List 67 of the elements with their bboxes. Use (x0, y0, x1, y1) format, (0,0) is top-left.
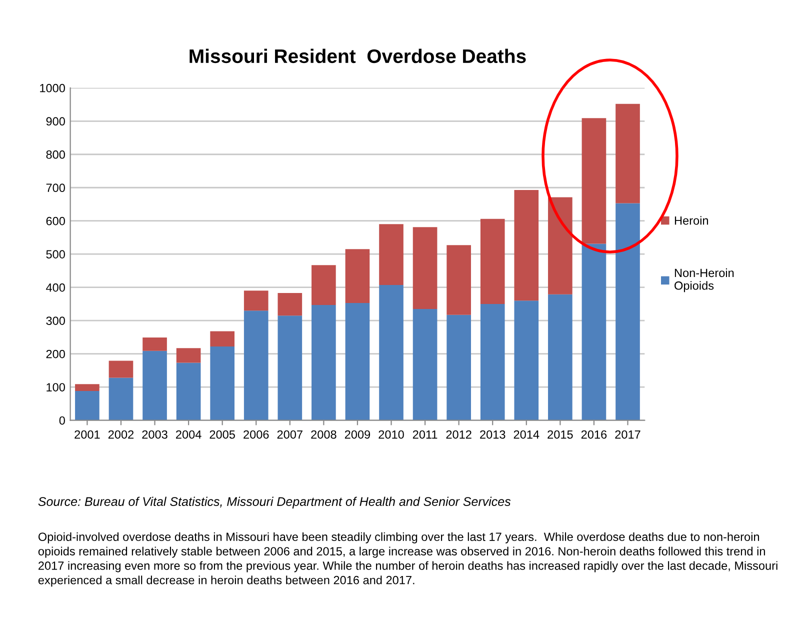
x-tick-label: 2015 (548, 430, 573, 439)
x-tick-label: 2008 (311, 430, 336, 439)
y-tick-label: 700 (46, 184, 65, 192)
bar (446, 314, 471, 420)
bar (446, 245, 471, 315)
bar (244, 310, 268, 420)
bar (480, 218, 505, 304)
x-tick-label: 2002 (108, 430, 134, 439)
bar (210, 331, 234, 347)
y-tick-label: 1000 (40, 84, 65, 92)
x-tick-label: 2001 (74, 430, 100, 439)
x-tick-label: 2006 (244, 430, 269, 439)
bar (582, 118, 606, 244)
y-tick-label: 200 (46, 350, 65, 358)
bar (108, 378, 134, 420)
x-tick-label: 2003 (142, 430, 168, 439)
bar (345, 249, 370, 303)
legend-label: Heroin (674, 216, 708, 225)
bar (312, 265, 336, 305)
x-tick-label: 2012 (446, 430, 472, 439)
bar (108, 360, 134, 378)
bar (75, 391, 100, 420)
x-tick-label: 2004 (176, 430, 202, 439)
bar (379, 224, 404, 286)
x-tick-label: 2005 (210, 430, 235, 439)
y-tick-label: 500 (46, 250, 65, 258)
x-tick-label: 2010 (378, 430, 404, 439)
bar (548, 197, 572, 294)
bar (176, 362, 201, 420)
x-tick-label: 2017 (615, 430, 640, 439)
x-tick-label: 2016 (581, 430, 607, 439)
x-tick-label: 2013 (480, 430, 506, 439)
x-tick-label: 2011 (412, 430, 438, 439)
legend-label: Non-Heroin Opioids (674, 268, 734, 292)
bar (142, 350, 167, 420)
bar (514, 190, 539, 301)
bar (244, 290, 268, 311)
source-note: Source: Bureau of Vital Statistics, Missouri Department of Health and Senior Services (38, 496, 511, 508)
y-tick-label: 400 (46, 283, 65, 292)
bar (278, 316, 302, 420)
chart-title: Missouri Resident Overdose Deaths (190, 48, 526, 64)
y-tick-label: 900 (46, 117, 65, 126)
bar (412, 308, 438, 420)
bar (379, 285, 404, 420)
bar (312, 304, 336, 420)
y-tick-label: 600 (46, 216, 65, 226)
text: Opioid-involved overdose deaths in Missouri have been steadily climbing over the last 17 years. While overdose deaths due to non-heroin opioids remained relatively stable between 2006 and 2015, a large increase was observed in 2016. Non-heroin deaths followed this trend in 2017 increasing even more so from the previous year. While the number of heroin deaths has increased rapidly over the last decade, Missouri experienced a small decrease in heroin deaths between 2016 and 2017. (38, 532, 778, 587)
x-tick-label: 2009 (344, 430, 370, 439)
bar (176, 348, 201, 363)
bar (210, 346, 234, 420)
bar (514, 300, 539, 420)
y-tick-label: 300 (46, 316, 65, 325)
bar (616, 203, 640, 420)
bar (278, 292, 302, 316)
bar (75, 384, 100, 392)
bar (345, 302, 370, 420)
y-tick-label: 100 (46, 383, 65, 392)
x-tick-label: 2007 (277, 430, 302, 439)
bar (548, 294, 572, 420)
bar (616, 104, 640, 204)
bar (582, 244, 606, 420)
y-tick-label: 800 (46, 150, 65, 159)
bar (480, 304, 505, 420)
bar (412, 227, 438, 309)
y-tick-label: 0 (59, 416, 65, 425)
x-tick-label: 2014 (514, 430, 540, 439)
bar (142, 338, 167, 351)
